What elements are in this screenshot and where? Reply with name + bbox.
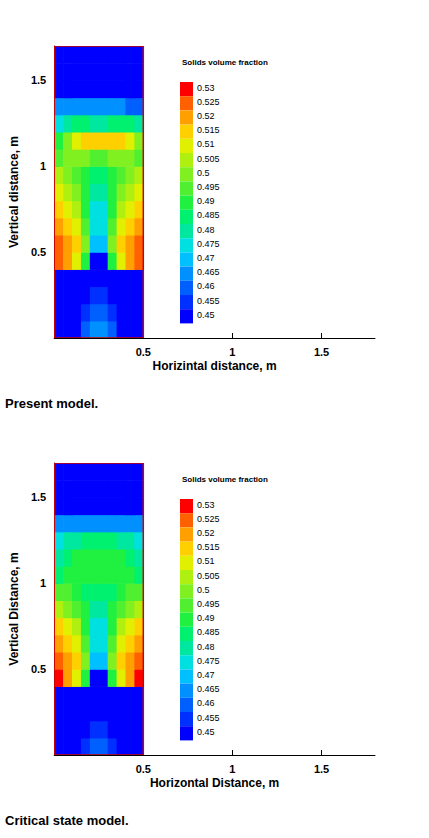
svg-text:0.47: 0.47 — [197, 253, 215, 263]
svg-text:1.5: 1.5 — [31, 491, 46, 503]
svg-text:0.525: 0.525 — [197, 97, 220, 107]
svg-text:0.515: 0.515 — [197, 542, 220, 552]
svg-text:Vertical Distance, m: Vertical Distance, m — [7, 552, 21, 665]
svg-text:1.5: 1.5 — [314, 346, 329, 358]
svg-text:0.5: 0.5 — [197, 168, 210, 178]
svg-text:0.46: 0.46 — [197, 698, 215, 708]
svg-text:0.52: 0.52 — [197, 111, 215, 121]
svg-text:Vertical distance, m: Vertical distance, m — [7, 136, 21, 248]
svg-text:1.5: 1.5 — [31, 74, 46, 86]
svg-text:1: 1 — [229, 346, 235, 358]
svg-text:0.495: 0.495 — [197, 599, 220, 609]
svg-text:0.465: 0.465 — [197, 684, 220, 694]
svg-text:0.48: 0.48 — [197, 225, 215, 235]
svg-text:0.49: 0.49 — [197, 196, 215, 206]
svg-text:0.5: 0.5 — [136, 763, 151, 775]
svg-text:0.52: 0.52 — [197, 528, 215, 538]
svg-text:0.53: 0.53 — [197, 83, 215, 93]
svg-text:0.45: 0.45 — [197, 727, 215, 737]
svg-text:1: 1 — [229, 763, 235, 775]
svg-text:Critical state model.: Critical state model. — [5, 813, 129, 828]
svg-text:0.5: 0.5 — [31, 663, 46, 675]
svg-text:0.5: 0.5 — [197, 585, 210, 595]
svg-text:0.455: 0.455 — [197, 713, 220, 723]
svg-text:1.5: 1.5 — [314, 763, 329, 775]
svg-text:0.475: 0.475 — [197, 239, 220, 249]
svg-text:0.46: 0.46 — [197, 281, 215, 291]
svg-text:0.465: 0.465 — [197, 267, 220, 277]
svg-text:Solids volume fraction: Solids volume fraction — [182, 58, 268, 67]
svg-text:0.5: 0.5 — [136, 346, 151, 358]
svg-text:0.45: 0.45 — [197, 310, 215, 320]
svg-text:0.53: 0.53 — [197, 500, 215, 510]
svg-text:Horizontal Distance, m: Horizontal Distance, m — [150, 776, 279, 790]
svg-text:0.48: 0.48 — [197, 642, 215, 652]
svg-text:0.51: 0.51 — [197, 556, 215, 566]
svg-text:0.505: 0.505 — [197, 154, 220, 164]
svg-text:1: 1 — [40, 577, 46, 589]
svg-text:0.505: 0.505 — [197, 571, 220, 581]
svg-text:0.485: 0.485 — [197, 627, 220, 637]
svg-text:0.485: 0.485 — [197, 210, 220, 220]
svg-text:0.47: 0.47 — [197, 670, 215, 680]
svg-text:0.51: 0.51 — [197, 139, 215, 149]
svg-text:0.49: 0.49 — [197, 613, 215, 623]
svg-text:0.5: 0.5 — [31, 246, 46, 258]
svg-text:1: 1 — [40, 160, 46, 172]
svg-text:Present model.: Present model. — [5, 396, 98, 411]
svg-text:0.475: 0.475 — [197, 656, 220, 666]
svg-text:0.525: 0.525 — [197, 514, 220, 524]
svg-text:0.455: 0.455 — [197, 296, 220, 306]
svg-text:Horizintal distance, m: Horizintal distance, m — [153, 359, 277, 373]
svg-text:Solids volume fraction: Solids volume fraction — [182, 475, 268, 484]
svg-text:0.495: 0.495 — [197, 182, 220, 192]
svg-text:0.515: 0.515 — [197, 125, 220, 135]
